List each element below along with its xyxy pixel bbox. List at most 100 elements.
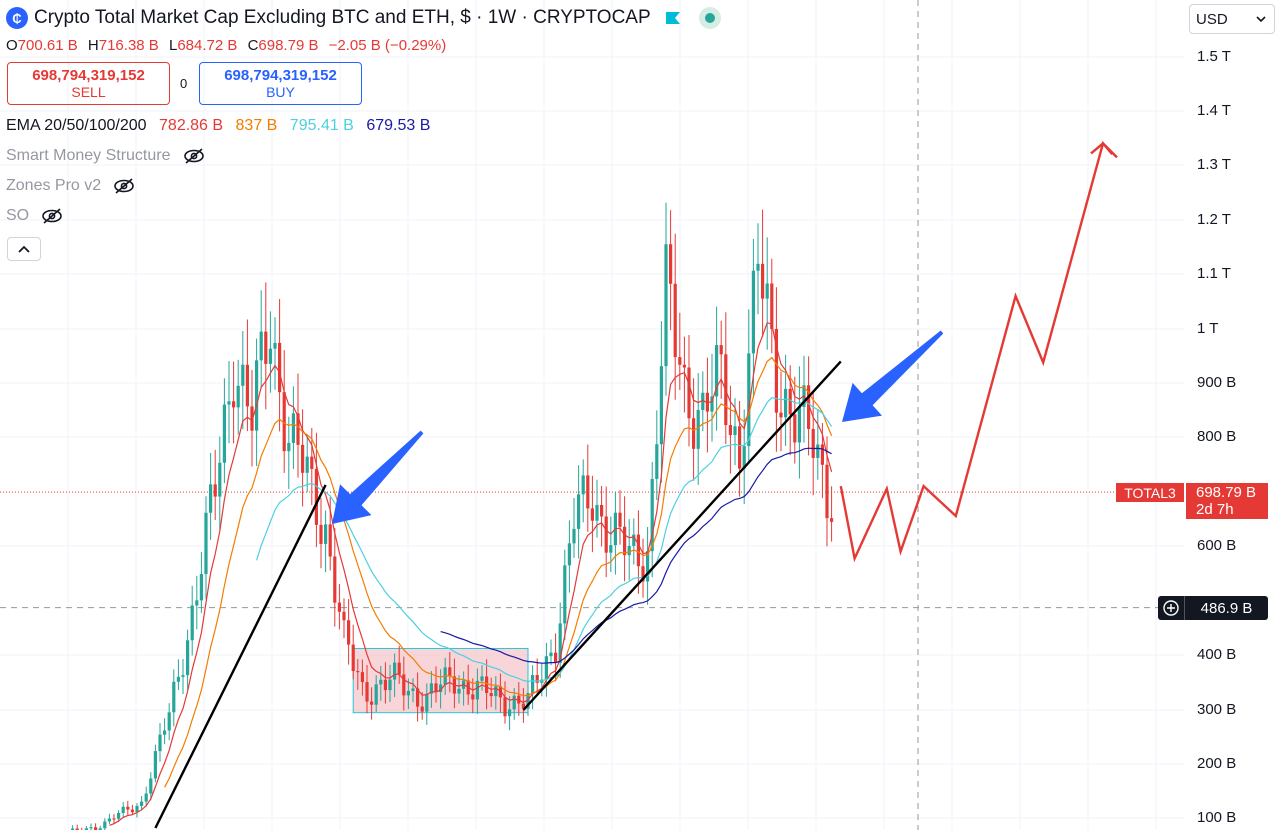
blue-arrow-left bbox=[332, 430, 424, 524]
candle-body bbox=[112, 818, 116, 820]
candle-body bbox=[710, 396, 714, 412]
candle-body bbox=[609, 545, 613, 553]
price-tick: 100 B bbox=[1197, 809, 1237, 826]
candle-body bbox=[494, 686, 498, 697]
currency-select[interactable]: USD bbox=[1189, 4, 1275, 34]
ohlc-low-label: L bbox=[168, 37, 178, 54]
price-tick: 1.2 T bbox=[1197, 211, 1231, 228]
candle-body bbox=[103, 821, 107, 829]
ema-legend-label: EMA 20/50/100/200 bbox=[6, 117, 147, 134]
candle-body bbox=[370, 701, 374, 705]
candle-body bbox=[779, 412, 783, 418]
hidden-eye-icon[interactable] bbox=[183, 148, 205, 164]
candle-body bbox=[535, 675, 539, 683]
candle-body bbox=[245, 364, 249, 407]
price-tick: 1.1 T bbox=[1197, 265, 1231, 282]
flag-icon[interactable] bbox=[665, 11, 681, 25]
ohlc-open: 700.61 B bbox=[17, 37, 78, 54]
spread-value: 0 bbox=[180, 76, 188, 91]
candle-body bbox=[287, 442, 291, 452]
add-alert-icon[interactable] bbox=[1158, 596, 1185, 620]
ema-line bbox=[440, 447, 832, 664]
candle-body bbox=[149, 778, 153, 794]
candle-body bbox=[282, 392, 286, 452]
candle-body bbox=[126, 806, 130, 810]
candle-body bbox=[733, 426, 737, 436]
candle-body bbox=[250, 406, 254, 431]
candle-body bbox=[742, 446, 746, 469]
candle-body bbox=[793, 414, 797, 443]
candle-body bbox=[416, 688, 420, 707]
candle-body bbox=[342, 611, 346, 621]
price-tick: 900 B bbox=[1197, 374, 1237, 391]
candle-body bbox=[549, 652, 553, 657]
candle-body bbox=[411, 688, 415, 691]
candle-body bbox=[255, 360, 259, 431]
candle-body bbox=[204, 512, 208, 574]
candle-body bbox=[397, 662, 401, 675]
candle-body bbox=[618, 512, 622, 527]
market-status-icon[interactable] bbox=[698, 7, 721, 29]
candle-body bbox=[222, 404, 226, 463]
ema-lines bbox=[109, 321, 833, 826]
indicator-label: SO bbox=[6, 207, 30, 224]
hidden-eye-icon[interactable] bbox=[41, 208, 63, 224]
candle-body bbox=[365, 682, 369, 702]
hidden-eye-icon[interactable] bbox=[113, 178, 135, 194]
candle-body bbox=[563, 565, 567, 624]
indicator-so[interactable]: SO bbox=[6, 207, 63, 225]
candle-body bbox=[278, 342, 282, 393]
candle-body bbox=[761, 263, 765, 299]
candle-body bbox=[531, 675, 535, 694]
ema-legend[interactable]: EMA 20/50/100/200 782.86 B 837 B 795.41 … bbox=[6, 117, 430, 135]
candle-body bbox=[98, 828, 102, 830]
symbol-title-text: Crypto Total Market Cap Excluding BTC an… bbox=[34, 7, 651, 28]
candle-body bbox=[816, 444, 820, 458]
ohlc-high-label: H bbox=[87, 37, 99, 54]
candle-body bbox=[489, 693, 493, 697]
candle-body bbox=[705, 392, 709, 412]
candle-body bbox=[646, 551, 650, 582]
candle-body bbox=[673, 283, 677, 358]
candle-body bbox=[402, 674, 406, 696]
candle-body bbox=[264, 331, 268, 364]
buy-button[interactable]: 698,794,319,152 BUY bbox=[199, 62, 362, 105]
candle-body bbox=[333, 556, 337, 603]
candle-body bbox=[158, 734, 162, 752]
ohlc-low: 684.72 B bbox=[177, 37, 238, 54]
candle-body bbox=[457, 688, 461, 694]
ohlc-close-label: C bbox=[247, 37, 259, 54]
symbol-title[interactable]: ₵ Crypto Total Market Cap Excluding BTC … bbox=[6, 6, 721, 30]
ema50-value: 837 B bbox=[235, 117, 278, 134]
price-tick: 600 B bbox=[1197, 537, 1237, 554]
candle-body bbox=[140, 801, 144, 806]
candle-body bbox=[337, 602, 341, 612]
candle-body bbox=[236, 385, 240, 408]
collapse-legend-button[interactable] bbox=[7, 237, 41, 261]
candle-body bbox=[669, 244, 673, 284]
candle-body bbox=[498, 686, 502, 698]
candle-body bbox=[521, 703, 525, 709]
candle-body bbox=[696, 410, 700, 449]
candle-body bbox=[305, 456, 309, 473]
indicator-zones-pro[interactable]: Zones Pro v2 bbox=[6, 177, 135, 195]
candle-body bbox=[310, 456, 314, 469]
crosshair-price-label[interactable]: 486.9 B bbox=[1158, 596, 1268, 620]
candle-body bbox=[526, 693, 530, 709]
ema-line bbox=[109, 321, 833, 826]
sell-button[interactable]: 698,794,319,152 SELL bbox=[7, 62, 170, 105]
symbol-tag: TOTAL3 bbox=[1116, 483, 1184, 502]
indicator-smart-money-structure[interactable]: Smart Money Structure bbox=[6, 147, 205, 165]
candle-body bbox=[581, 475, 585, 495]
candle-body bbox=[121, 806, 125, 813]
candle-body bbox=[692, 418, 696, 449]
candle-body bbox=[595, 504, 599, 521]
blue-arrow-right bbox=[842, 330, 944, 422]
candle-body bbox=[167, 712, 171, 731]
candle-body bbox=[291, 413, 295, 443]
candle-body bbox=[655, 444, 659, 479]
candle-body bbox=[319, 524, 323, 544]
indicator-label: Smart Money Structure bbox=[6, 147, 171, 164]
candle-body bbox=[324, 524, 328, 544]
